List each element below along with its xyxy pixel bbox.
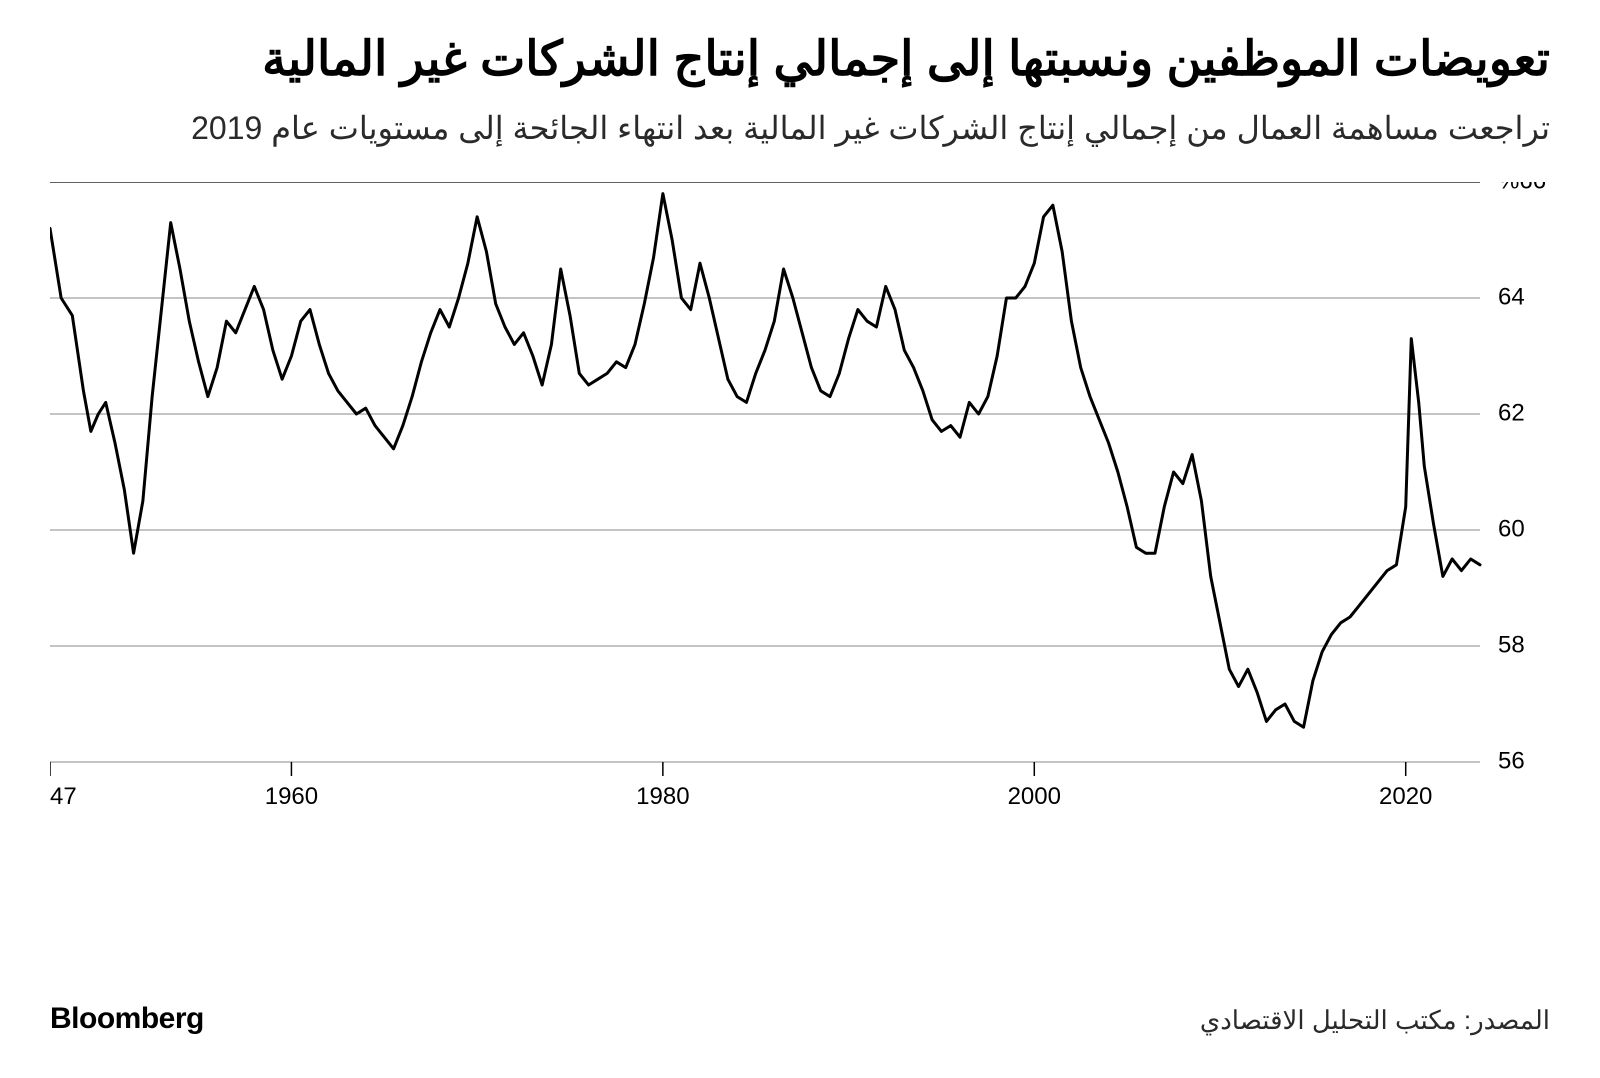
series-line-labor-share [50, 194, 1480, 728]
x-tick-label: 2020 [1379, 783, 1432, 810]
y-tick-label: 58 [1498, 631, 1525, 658]
y-tick-label: 64 [1498, 283, 1525, 310]
chart-subtitle: تراجعت مساهمة العمال من إجمالي إنتاج الش… [50, 104, 1550, 152]
chart-container: تعويضات الموظفين ونسبتها إلى إجمالي إنتا… [0, 0, 1600, 1078]
chart-footer: Bloomberg المصدر: مكتب التحليل الاقتصادي [50, 1002, 1550, 1036]
x-tick-label: 2000 [1008, 783, 1061, 810]
line-chart-svg: 56 58 60 62 64 %66 1947 1960 1980 2000 2020 [50, 182, 1550, 842]
chart-source: المصدر: مكتب التحليل الاقتصادي [1200, 1005, 1550, 1036]
y-tick-label: %66 [1498, 182, 1546, 194]
y-tick-label: 60 [1498, 515, 1525, 542]
chart-area: 56 58 60 62 64 %66 1947 1960 1980 2000 2020 [50, 182, 1550, 842]
x-tick-label: 1980 [636, 783, 689, 810]
x-tick-label: 1947 [50, 783, 77, 810]
y-tick-label: 62 [1498, 399, 1525, 426]
brand-logo: Bloomberg [50, 1002, 204, 1036]
x-tick-label: 1960 [265, 783, 318, 810]
chart-title: تعويضات الموظفين ونسبتها إلى إجمالي إنتا… [50, 30, 1550, 90]
y-tick-label: 56 [1498, 747, 1525, 774]
